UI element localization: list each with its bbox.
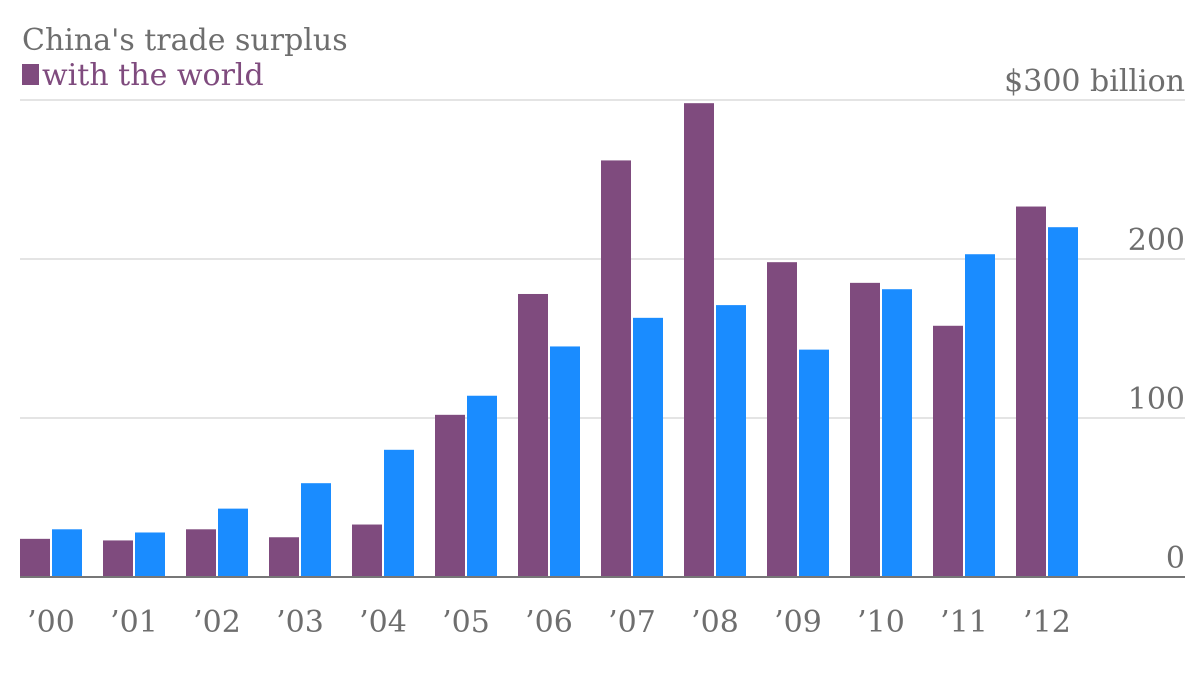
bar-series-2-2 <box>218 508 248 577</box>
y-tick-label: 0 <box>1166 541 1185 576</box>
bar-series-1-9 <box>767 262 797 577</box>
bar-series-2-11 <box>965 254 995 578</box>
y-tick-label: 100 <box>1128 382 1185 417</box>
bar-series-1-7 <box>601 160 631 578</box>
bar-series-1-2 <box>186 529 216 577</box>
chart-title: China's trade surplus <box>22 23 348 58</box>
bar-series-2-5 <box>467 395 497 577</box>
bar-series-1-11 <box>933 325 963 577</box>
y-tick-label: $300 billion <box>1004 64 1185 99</box>
x-tick-label: ’08 <box>691 605 739 640</box>
x-tick-label: ’02 <box>193 605 241 640</box>
bar-series-1-3 <box>269 537 299 577</box>
y-axis-tick-labels: 0 100 200 $300 billion <box>1004 64 1185 576</box>
bar-series-2-0 <box>52 529 82 577</box>
x-tick-label: ’00 <box>27 605 75 640</box>
bar-series-2-6 <box>550 346 580 577</box>
bar-series-2-7 <box>633 317 663 577</box>
x-tick-label: ’09 <box>774 605 822 640</box>
bar-series-1-8 <box>684 103 714 578</box>
legend-label-series-1: with the world <box>42 58 264 93</box>
legend-swatch-series-1 <box>22 64 39 85</box>
x-tick-label: ’04 <box>359 605 407 640</box>
bar-series-1-6 <box>518 293 548 577</box>
x-axis-tick-labels: ’00 ’01 ’02 ’03 ’04 ’05 ’06 ’07 ’08 ’09 ’10 ’11 ’12 <box>27 605 1071 640</box>
bar-series-1-12 <box>1016 206 1046 577</box>
bar-series-2-12 <box>1048 227 1078 577</box>
bar-series-2-9 <box>799 349 829 577</box>
bar-series-1-5 <box>435 414 465 577</box>
x-tick-label: ’03 <box>276 605 324 640</box>
x-tick-label: ’10 <box>857 605 905 640</box>
x-tick-label: ’05 <box>442 605 490 640</box>
y-tick-label: 200 <box>1128 223 1185 258</box>
bar-series-1-0 <box>20 538 50 577</box>
bar-series-1-1 <box>103 540 133 577</box>
bar-series-2-4 <box>384 449 414 577</box>
bar-series-2-8 <box>716 305 746 577</box>
bars <box>20 103 1078 578</box>
legend: with the world <box>22 58 264 93</box>
x-tick-label: ’12 <box>1023 605 1071 640</box>
bar-series-2-10 <box>882 289 912 577</box>
x-tick-label: ’11 <box>940 605 988 640</box>
x-tick-label: ’07 <box>608 605 656 640</box>
bar-series-2-3 <box>301 483 331 577</box>
bar-series-2-1 <box>135 532 165 577</box>
x-tick-label: ’01 <box>110 605 158 640</box>
bar-series-1-4 <box>352 524 382 577</box>
bar-series-1-10 <box>850 282 880 577</box>
x-tick-label: ’06 <box>525 605 573 640</box>
